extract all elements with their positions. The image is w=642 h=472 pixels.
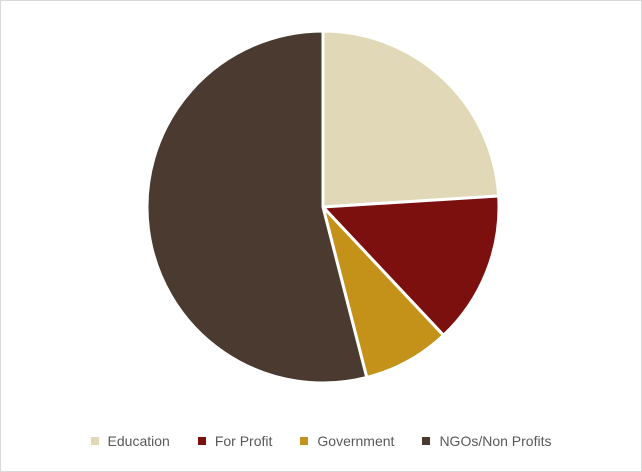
legend-item-education: Education — [90, 433, 170, 449]
pie-chart — [145, 29, 501, 385]
legend-item-ngos-non-profits: NGOs/Non Profits — [422, 433, 551, 449]
legend-item-government: Government — [300, 433, 394, 449]
legend-item-for-profit: For Profit — [197, 433, 273, 449]
pie-slice-for-profit — [321, 194, 501, 337]
legend-label-for-profit: For Profit — [214, 433, 273, 449]
legend-swatch-for-profit — [197, 437, 206, 445]
legend-label-education: Education — [107, 433, 170, 449]
pie-slice-ngos-non-profits — [145, 29, 369, 385]
legend-label-government: Government — [317, 433, 395, 449]
pie-slice-government — [321, 205, 445, 379]
legend-swatch-government — [300, 437, 309, 445]
legend-swatch-ngos-non-profits — [422, 437, 431, 445]
pie-slices — [145, 29, 501, 385]
legend-swatch-education — [90, 437, 99, 445]
pie-slice-education — [321, 29, 501, 209]
legend: Education For Profit Government NGOs/Non… — [1, 433, 641, 449]
legend-label-ngos-non-profits: NGOs/Non Profits — [439, 433, 552, 449]
